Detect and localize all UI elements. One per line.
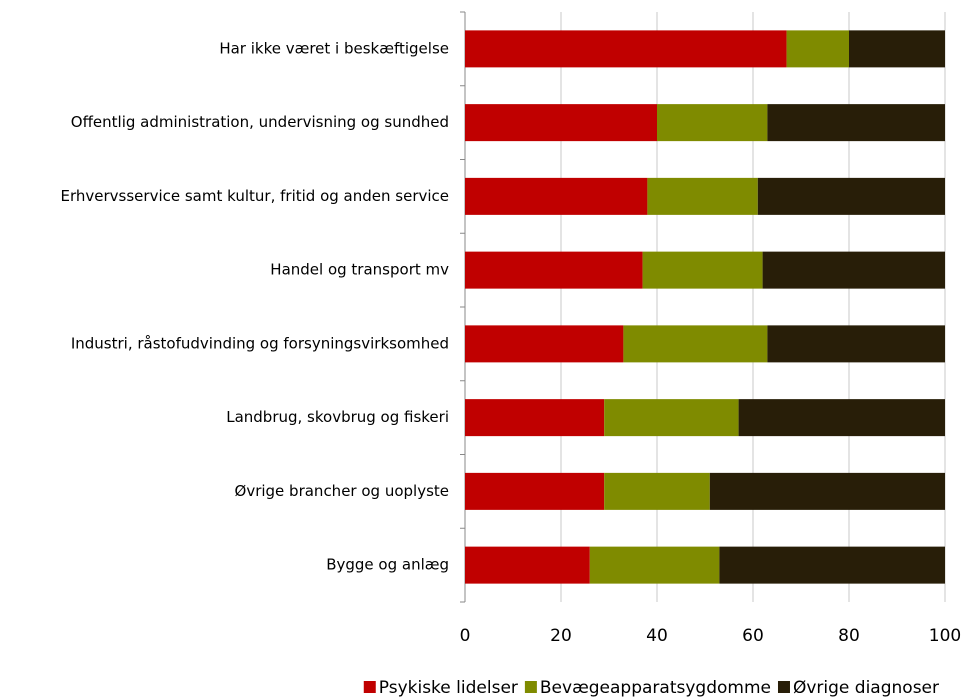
bar-segment <box>786 30 849 68</box>
bar-segment <box>465 251 643 289</box>
y-tick-label: Industri, råstofudvinding og forsyningsv… <box>71 334 449 352</box>
bar-segment <box>767 325 945 363</box>
bar-segment <box>589 546 720 584</box>
bar-segment <box>604 472 710 510</box>
bar-segment <box>767 104 945 142</box>
bar-segment <box>465 546 590 584</box>
y-tick-label: Bygge og anlæg <box>326 556 449 574</box>
bar-segment <box>465 30 787 68</box>
x-tick-label: 20 <box>550 626 572 646</box>
x-tick-label: 80 <box>838 626 860 646</box>
legend-label: Psykiske lidelser <box>379 678 518 698</box>
bar-segment <box>604 399 739 437</box>
legend-label: Øvrige diagnoser <box>793 678 939 698</box>
y-tick-label: Øvrige brancher og uoplyste <box>235 482 449 500</box>
bar-segment <box>719 546 945 584</box>
bar-segment <box>738 399 945 437</box>
y-tick-label: Handel og transport mv <box>270 261 449 279</box>
bar-segment <box>757 177 945 215</box>
bar-segment <box>465 472 605 510</box>
x-tick-label: 100 <box>929 626 961 646</box>
x-tick-label: 40 <box>646 626 668 646</box>
legend-swatch <box>524 681 537 693</box>
bar-segment <box>647 177 758 215</box>
bar-segment <box>465 177 648 215</box>
bar-segment <box>762 251 945 289</box>
bar-segment <box>465 399 605 437</box>
bar-segment <box>642 251 763 289</box>
legend-swatch <box>777 681 790 693</box>
legend-label: Bevægeapparatsygdomme <box>540 678 771 698</box>
y-tick-label: Offentlig administration, undervisning o… <box>71 113 449 131</box>
y-tick-label: Landbrug, skovbrug og fiskeri <box>226 408 449 426</box>
bar-segment <box>709 472 945 510</box>
bar-segment <box>465 104 657 142</box>
bar-segment <box>849 30 945 68</box>
y-tick-label: Har ikke været i beskæftigelse <box>219 39 449 57</box>
bar-segment <box>623 325 768 363</box>
x-tick-label: 60 <box>742 626 764 646</box>
bar-segment <box>657 104 768 142</box>
y-tick-label: Erhvervsservice samt kultur, fritid og a… <box>61 187 449 205</box>
bar-segment <box>465 325 624 363</box>
legend-swatch <box>363 681 376 693</box>
x-tick-label: 0 <box>460 626 471 646</box>
